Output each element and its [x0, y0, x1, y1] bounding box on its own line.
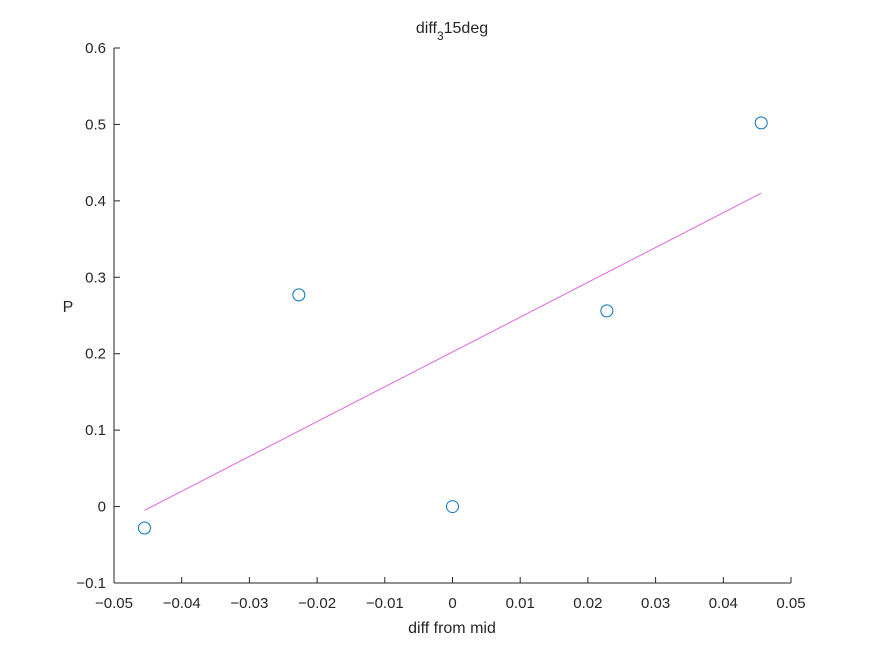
x-tick-label: 0.01 — [506, 595, 535, 612]
x-axis-ticks: −0.05 −0.04 −0.03 −0.02 −0.01 0 0.01 0.02 0.03 0.… — [95, 577, 806, 612]
chart-title: diff315deg — [416, 20, 488, 43]
scatter-point — [600, 304, 614, 318]
fit-line-series — [144, 192, 762, 511]
y-tick-label: −0.1 — [76, 575, 106, 592]
x-tick-label: 0 — [448, 595, 456, 612]
scatter-point — [137, 521, 151, 535]
title-base: diff — [416, 20, 438, 37]
title-subscript: 3 — [437, 29, 444, 43]
y-tick-label: 0.4 — [85, 193, 106, 210]
y-tick-label: 0.2 — [85, 346, 106, 363]
axes — [113, 48, 791, 584]
x-tick-label: 0.05 — [776, 595, 805, 612]
y-tick-label: 0.5 — [85, 116, 106, 133]
scatter-point — [292, 288, 306, 302]
y-tick-label: 0 — [98, 499, 106, 516]
fit-line — [144, 192, 762, 511]
y-tick-label: 0.6 — [85, 40, 106, 57]
x-tick-label: −0.01 — [366, 595, 404, 612]
x-tick-label: −0.05 — [95, 595, 133, 612]
x-tick-label: −0.02 — [298, 595, 336, 612]
scatter-point — [446, 500, 459, 514]
scatter-series — [137, 116, 768, 535]
y-axis-label: P — [63, 299, 74, 316]
x-tick-label: 0.03 — [641, 595, 670, 612]
y-axis-ticks: −0.1 0 0.1 0.2 0.3 0.4 0.5 0.6 — [76, 40, 120, 592]
y-tick-label: 0.1 — [85, 422, 106, 439]
x-axis-label: diff from mid — [408, 620, 496, 637]
y-tick-label: 0.3 — [85, 269, 106, 286]
title-rest: 15deg — [444, 20, 489, 37]
x-tick-label: −0.03 — [230, 595, 268, 612]
x-tick-label: 0.04 — [709, 595, 738, 612]
x-tick-label: −0.04 — [163, 595, 201, 612]
scatter-point — [754, 116, 768, 130]
x-tick-label: 0.02 — [573, 595, 602, 612]
